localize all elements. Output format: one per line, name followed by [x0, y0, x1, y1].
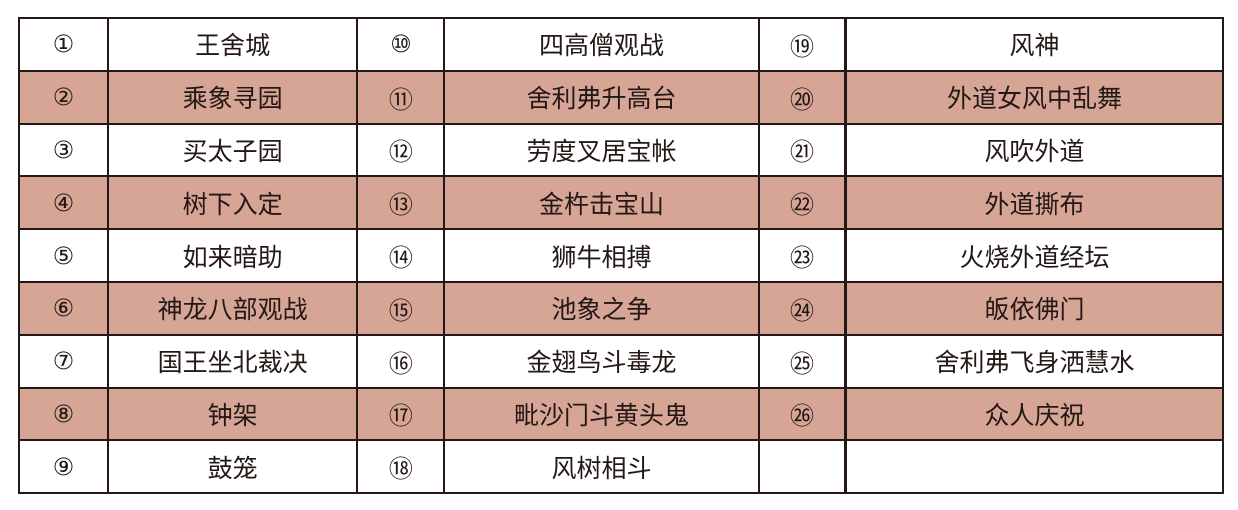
- scene-number: ⑪: [356, 69, 446, 125]
- scene-name: 风吹外道: [844, 122, 1225, 178]
- scene-name: 国王坐北裁决: [106, 333, 359, 389]
- scene-number: ⑯: [356, 333, 446, 389]
- scene-number: ③: [18, 122, 109, 178]
- scene-number: ②: [18, 69, 109, 125]
- scene-name: 金翅鸟斗毒龙: [443, 333, 760, 389]
- scene-name: 外道撕布: [844, 175, 1225, 231]
- scene-name: [844, 439, 1225, 495]
- scene-name: 狮牛相搏: [443, 228, 760, 283]
- scene-name: 如来暗助: [106, 228, 359, 283]
- scene-number: ⑨: [18, 439, 109, 495]
- scene-number: ㉓: [757, 228, 847, 283]
- scene-number: ⑤: [18, 228, 109, 283]
- scene-name: 众人庆祝: [844, 386, 1225, 442]
- scene-number: ⑰: [356, 386, 446, 442]
- scene-name: 金杵击宝山: [443, 175, 760, 231]
- scene-number: ㉕: [757, 333, 847, 389]
- scene-number: ⑧: [18, 386, 109, 442]
- scene-index-table: ① 王舍城 ⑩ 四高僧观战 ⑲ 风神 ② 乘象寻园 ⑪ 舍利弗升高台 ⑳ 外道女风中乱舞 ③ 买太子园 ⑫ 劳…: [18, 17, 1225, 495]
- scene-name: 劳度叉居宝帐: [443, 122, 760, 178]
- scene-number: ⑫: [356, 122, 446, 178]
- table-row: ⑨ 鼓笼 ⑱ 风树相斗: [18, 439, 1225, 495]
- scene-name: 外道女风中乱舞: [844, 69, 1225, 125]
- scene-name: 舍利弗升高台: [443, 69, 760, 125]
- scene-number: [757, 439, 847, 495]
- scene-name: 池象之争: [443, 280, 760, 336]
- table-row: ① 王舍城 ⑩ 四高僧观战 ⑲ 风神: [18, 17, 1225, 72]
- scene-name: 王舍城: [106, 17, 359, 72]
- scene-number: ⑦: [18, 333, 109, 389]
- scene-name: 树下入定: [106, 175, 359, 231]
- scene-number: ㉔: [757, 280, 847, 336]
- scene-number: ④: [18, 175, 109, 231]
- scene-name: 舍利弗飞身洒慧水: [844, 333, 1225, 389]
- scene-name: 毗沙门斗黄头鬼: [443, 386, 760, 442]
- scene-number: ⑲: [757, 17, 847, 72]
- scene-name: 神龙八部观战: [106, 280, 359, 336]
- scene-number: ⑭: [356, 228, 446, 283]
- scene-number: ⑮: [356, 280, 446, 336]
- scene-name: 乘象寻园: [106, 69, 359, 125]
- scene-name: 火烧外道经坛: [844, 228, 1225, 283]
- scene-number: ㉖: [757, 386, 847, 442]
- scene-number: ㉒: [757, 175, 847, 231]
- scene-name: 四高僧观战: [443, 17, 760, 72]
- scene-name: 风树相斗: [443, 439, 760, 495]
- scene-name: 鼓笼: [106, 439, 359, 495]
- table-row: ② 乘象寻园 ⑪ 舍利弗升高台 ⑳ 外道女风中乱舞: [18, 69, 1225, 125]
- scene-number: ⑱: [356, 439, 446, 495]
- scene-name: 皈依佛门: [844, 280, 1225, 336]
- scene-number: ⑳: [757, 69, 847, 125]
- scene-number: ㉑: [757, 122, 847, 178]
- scene-number: ①: [18, 17, 109, 72]
- scene-number: ⑥: [18, 280, 109, 336]
- scene-name: 买太子园: [106, 122, 359, 178]
- scene-name: 风神: [844, 17, 1225, 72]
- scene-number: ⑩: [356, 17, 446, 72]
- scene-number: ⑬: [356, 175, 446, 231]
- scene-name: 钟架: [106, 386, 359, 442]
